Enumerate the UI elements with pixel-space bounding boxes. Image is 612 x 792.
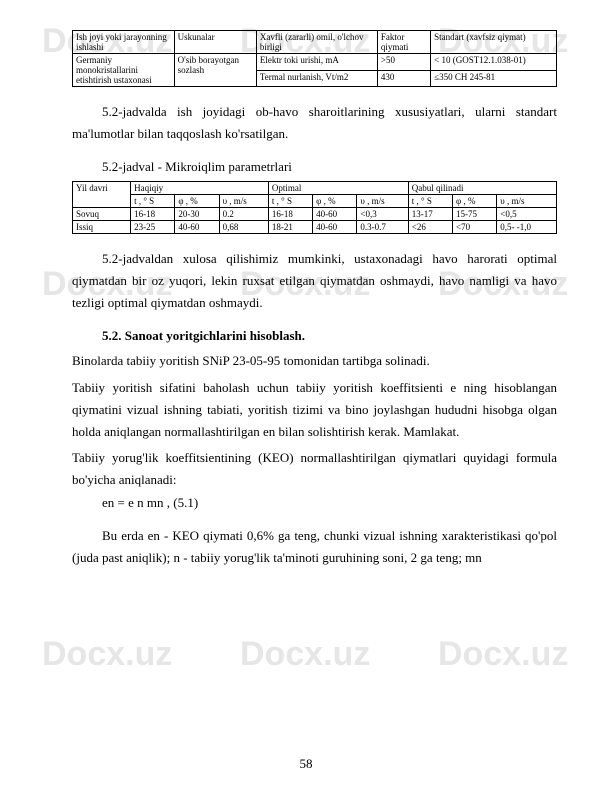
th: Faktor qiymati: [377, 31, 430, 54]
th: υ , m/s: [497, 195, 557, 208]
th: φ , %: [313, 195, 357, 208]
td: O'sib borayotgan sozlash: [174, 54, 256, 87]
paragraph: Bu erda en - KEO qiymati 0,6% ga teng, c…: [72, 525, 557, 569]
td: 13-17: [408, 208, 452, 221]
table-caption: 5.2-jadval - Mikroiqlim parametrlari: [72, 159, 557, 175]
paragraph: 5.2-jadvalda ish joyidagi ob-havo sharoi…: [72, 101, 557, 145]
td: 20-30: [175, 208, 219, 221]
paragraph: Tabiiy yorug'lik koeffitsientining (KEO)…: [72, 447, 557, 491]
td: 0,68: [219, 221, 268, 234]
th: Uskunalar: [174, 31, 256, 54]
table-row: t , ° S φ , % υ , m/s t , ° S φ , % υ , …: [73, 195, 557, 208]
formula: en = e n mn , (5.1): [72, 495, 557, 511]
td: Issiq: [73, 221, 131, 234]
th: Haqiqiy: [131, 182, 269, 195]
td: <70: [453, 221, 497, 234]
th: φ , %: [175, 195, 219, 208]
th: Yil davri: [73, 182, 131, 208]
td: 16-18: [131, 208, 175, 221]
watermark: Docx.uz: [42, 635, 172, 674]
td: 0.3-0.7: [357, 221, 408, 234]
th: t , ° S: [408, 195, 452, 208]
td: 0.2: [219, 208, 268, 221]
section-heading: 5.2. Sanoat yoritgichlarini hisoblash.: [72, 328, 557, 344]
td: 18-21: [268, 221, 312, 234]
td: <0,5: [497, 208, 557, 221]
td: 0,5- -1,0: [497, 221, 557, 234]
td: ≤350 СН 245-81: [431, 70, 557, 87]
table-row: Issiq 23-25 40-60 0,68 18-21 40-60 0.3-0…: [73, 221, 557, 234]
th: Standart (xavfsiz qiymat): [431, 31, 557, 54]
watermark: Docx.uz: [240, 635, 370, 674]
table-2: Yil davri Haqiqiy Optimal Qabul qilinadi…: [72, 181, 557, 234]
table-row: Yil davri Haqiqiy Optimal Qabul qilinadi: [73, 182, 557, 195]
watermark: Docx.uz: [438, 635, 568, 674]
page-content: Ish joyi yoki jarayonning ishlashi Uskun…: [0, 0, 612, 603]
th: Xavfli (zararli) omil, o'lchov birligi: [256, 31, 377, 54]
table-row: Germaniy monokristallarini etishtirish u…: [73, 54, 557, 71]
td: 23-25: [131, 221, 175, 234]
td: Sovuq: [73, 208, 131, 221]
paragraph: Tabiiy yoritish sifatini baholash uchun …: [72, 377, 557, 443]
th: φ , %: [453, 195, 497, 208]
td: 40-60: [313, 221, 357, 234]
th: Optimal: [268, 182, 408, 195]
page-number: 58: [0, 756, 612, 772]
td: Elektr toki urishi, mA: [256, 54, 377, 71]
table-row: Sovuq 16-18 20-30 0.2 16-18 40-60 <0,3 1…: [73, 208, 557, 221]
td: 40-60: [175, 221, 219, 234]
td: Termal nurlanish, Vt/m2: [256, 70, 377, 87]
th: υ , m/s: [357, 195, 408, 208]
td: 40-60: [313, 208, 357, 221]
table-1: Ish joyi yoki jarayonning ishlashi Uskun…: [72, 30, 557, 87]
td: <26: [408, 221, 452, 234]
paragraph: Binolarda tabiiy yoritish SNiP 23-05-95 …: [72, 350, 557, 372]
td: 16-18: [268, 208, 312, 221]
td: < 10 (GOST12.1.038-01): [431, 54, 557, 71]
td: 430: [377, 70, 430, 87]
td: 15-75: [453, 208, 497, 221]
th: t , ° S: [131, 195, 175, 208]
td: <0,3: [357, 208, 408, 221]
paragraph: 5.2-jadvaldan xulosa qilishimiz mumkinki…: [72, 248, 557, 314]
th: Qabul qilinadi: [408, 182, 556, 195]
th: Ish joyi yoki jarayonning ishlashi: [73, 31, 175, 54]
th: t , ° S: [268, 195, 312, 208]
th: υ , m/s: [219, 195, 268, 208]
table-row: Ish joyi yoki jarayonning ishlashi Uskun…: [73, 31, 557, 54]
td: Germaniy monokristallarini etishtirish u…: [73, 54, 175, 87]
td: >50: [377, 54, 430, 71]
